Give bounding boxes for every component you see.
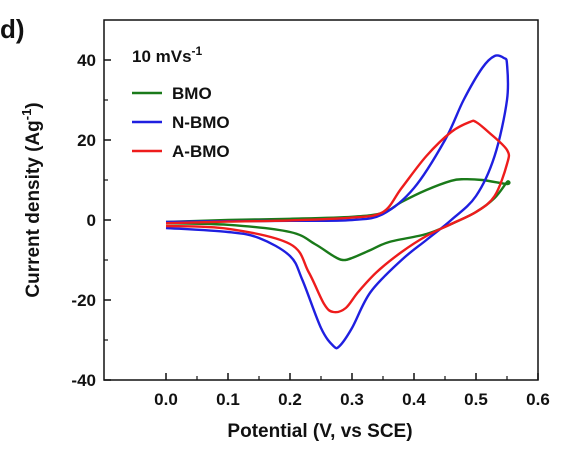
y-axis-title-sup: -1 <box>19 109 34 121</box>
tick-layer: 0.0 0.1 0.2 0.3 0.4 0.5 0.6 -40 -20 0 20 40 <box>71 51 549 409</box>
scan-rate-value: 10 mVs <box>132 47 192 66</box>
series-layer <box>165 54 511 350</box>
x-axis-title: Potential (V, vs SCE) <box>227 421 412 442</box>
x-tick-label: 0.4 <box>402 390 426 409</box>
y-tick-label: 20 <box>77 131 96 150</box>
x-tick-label: 0.3 <box>340 390 364 409</box>
scan-rate-unit-sup: -1 <box>192 44 203 58</box>
x-tick-label: 0.6 <box>526 390 550 409</box>
legend-label-n-bmo: N-BMO <box>172 113 230 132</box>
y-tick-label: -40 <box>71 371 96 390</box>
legend-label-bmo: BMO <box>172 84 212 103</box>
y-axis-title-main: Current density (Ag <box>23 120 44 297</box>
y-tick-label: 40 <box>77 51 96 70</box>
x-tick-label: 0.2 <box>278 390 302 409</box>
scan-rate-annotation: 10 mVs-1 <box>132 44 203 66</box>
y-axis-title-close: ) <box>23 102 44 108</box>
legend: BMO N-BMO A-BMO <box>132 84 230 161</box>
series-line-n-bmo <box>165 54 510 350</box>
x-tick-label: 0.0 <box>154 390 178 409</box>
x-tick-label: 0.1 <box>216 390 240 409</box>
y-tick-label: 0 <box>87 211 96 230</box>
x-tick-label: 0.5 <box>464 390 488 409</box>
y-tick-label: -20 <box>71 291 96 310</box>
series-line-a-bmo <box>165 119 511 314</box>
legend-label-a-bmo: A-BMO <box>172 142 230 161</box>
y-axis-title: Current density (Ag-1) <box>19 102 44 297</box>
panel-label: d) <box>0 14 25 44</box>
